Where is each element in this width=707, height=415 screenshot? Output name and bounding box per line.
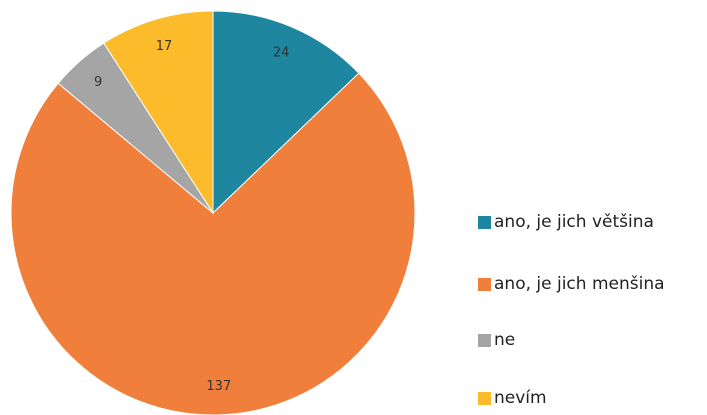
legend-swatch xyxy=(478,278,491,291)
legend-swatch xyxy=(478,334,491,347)
legend-label: ne xyxy=(494,330,515,350)
data-label: 17 xyxy=(156,39,173,54)
legend-label: ano, je jich většina xyxy=(494,212,654,232)
data-label: 137 xyxy=(206,379,231,394)
pie-slice xyxy=(212,10,360,215)
pie-slice xyxy=(103,10,214,215)
data-label: 9 xyxy=(94,75,102,90)
legend-label: nevím xyxy=(494,388,547,408)
legend-label: ano, je jich menšina xyxy=(494,274,665,294)
data-label: 24 xyxy=(273,46,290,61)
legend-swatch xyxy=(478,392,491,405)
legend-swatch xyxy=(478,216,491,229)
